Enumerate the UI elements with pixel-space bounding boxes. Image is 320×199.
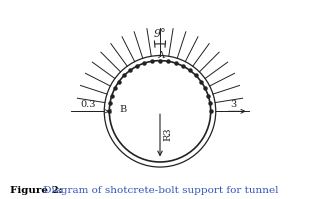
Text: B: B bbox=[120, 105, 127, 114]
Text: 3: 3 bbox=[231, 100, 237, 109]
Text: 9°: 9° bbox=[154, 29, 166, 39]
Text: R3: R3 bbox=[164, 127, 172, 141]
Text: 0.3: 0.3 bbox=[80, 100, 96, 109]
Text: Figure 2:: Figure 2: bbox=[10, 186, 62, 195]
Text: Diagram of shotcrete-bolt support for tunnel: Diagram of shotcrete-bolt support for tu… bbox=[40, 186, 278, 195]
Text: A: A bbox=[157, 51, 164, 60]
